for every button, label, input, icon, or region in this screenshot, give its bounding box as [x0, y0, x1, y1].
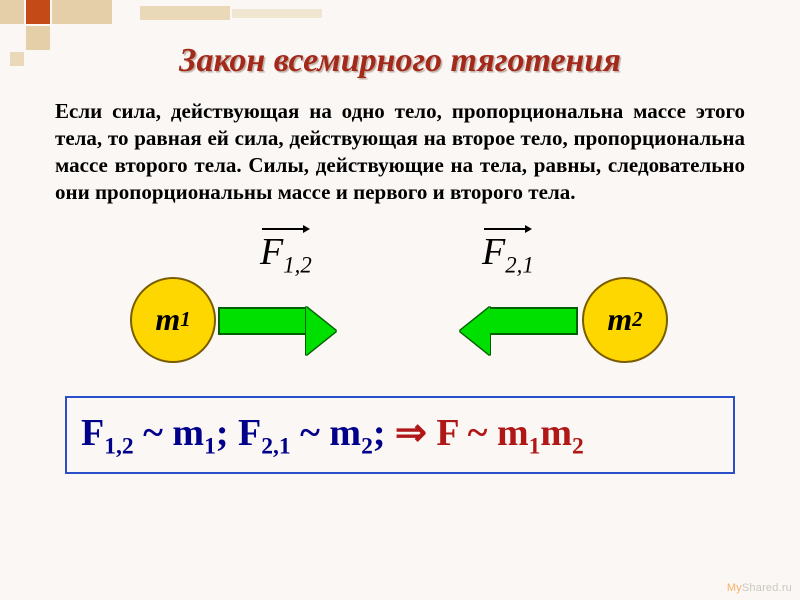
body-paragraph: Если сила, действующая на одно тело, про… [0, 80, 800, 206]
deco-block [0, 26, 24, 50]
deco-block [114, 0, 138, 24]
watermark: MyShared.ru [727, 582, 792, 594]
watermark-rest: Shared.ru [742, 582, 792, 594]
deco-block [140, 6, 230, 20]
force-diagram: F1,2 F2,1 m1 m2 [100, 222, 700, 382]
force-label-12: F1,2 [260, 230, 312, 279]
formula-box: F1,2 ~ m1; F2,1 ~ m2; ⇒ F ~ m1m2 [65, 396, 735, 475]
force-symbol: F1,2 [260, 231, 312, 273]
vector-arrow-icon [484, 228, 526, 230]
deco-block [52, 0, 112, 24]
deco-block [0, 0, 24, 24]
deco-block [26, 0, 50, 24]
vector-arrow-icon [262, 228, 304, 230]
deco-block [10, 52, 24, 66]
force-label-21: F2,1 [482, 230, 534, 279]
deco-block [232, 9, 322, 18]
force-symbol: F2,1 [482, 231, 534, 273]
deco-block [26, 26, 50, 50]
corner-decoration [0, 0, 350, 50]
mass-1: m1 [130, 277, 216, 363]
watermark-prefix: My [727, 582, 742, 594]
mass-2: m2 [582, 277, 668, 363]
